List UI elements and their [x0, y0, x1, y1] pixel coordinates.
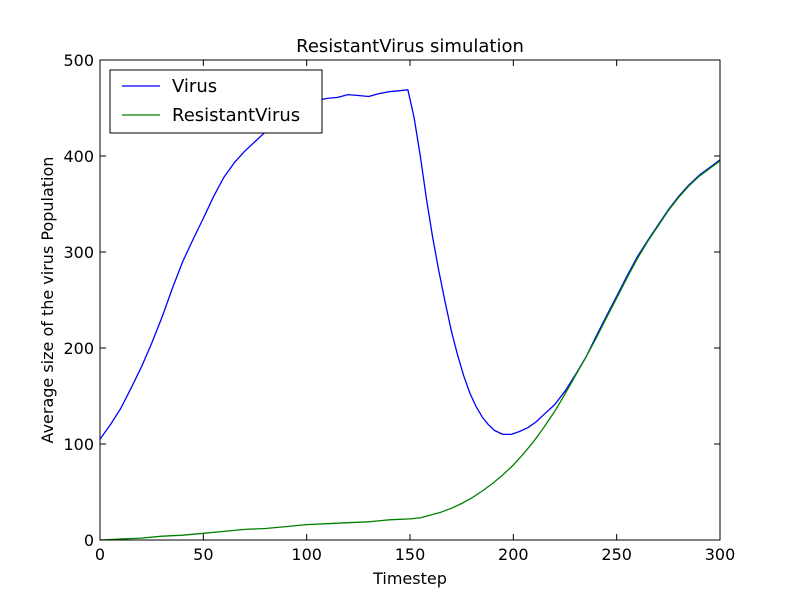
series-layer: [99, 89, 721, 541]
x-tick-label: 300: [705, 545, 736, 564]
legend: Virus ResistantVirus: [109, 69, 323, 134]
y-tick-label: 500: [63, 51, 94, 70]
chart-title: ResistantVirus simulation: [296, 36, 524, 57]
legend-label-resistantvirus: ResistantVirus: [172, 105, 300, 126]
tick-layer: 0 50 100 150 200 250 300 0 100 200 300 400 500: [63, 51, 735, 564]
y-tick-label: 0: [84, 531, 94, 550]
series-line-resistantvirus: [99, 160, 721, 541]
x-tick-label: 200: [498, 545, 529, 564]
legend-label-virus: Virus: [172, 76, 217, 97]
y-tick-label: 300: [63, 243, 94, 262]
x-tick-label: 100: [291, 545, 322, 564]
series-line-virus: [99, 89, 721, 440]
y-tick-label: 100: [63, 435, 94, 454]
plot-area-frame: [99, 59, 721, 541]
x-tick-label: 0: [95, 545, 105, 564]
x-tick-label: 150: [395, 545, 426, 564]
x-tick-label: 50: [193, 545, 213, 564]
legend-box: [109, 69, 323, 134]
y-axis-label: Average size of the virus Population: [38, 157, 57, 444]
x-axis-label: Timestep: [372, 569, 447, 588]
x-tick-label: 250: [601, 545, 632, 564]
y-tick-label: 400: [63, 147, 94, 166]
y-tick-label: 200: [63, 339, 94, 358]
